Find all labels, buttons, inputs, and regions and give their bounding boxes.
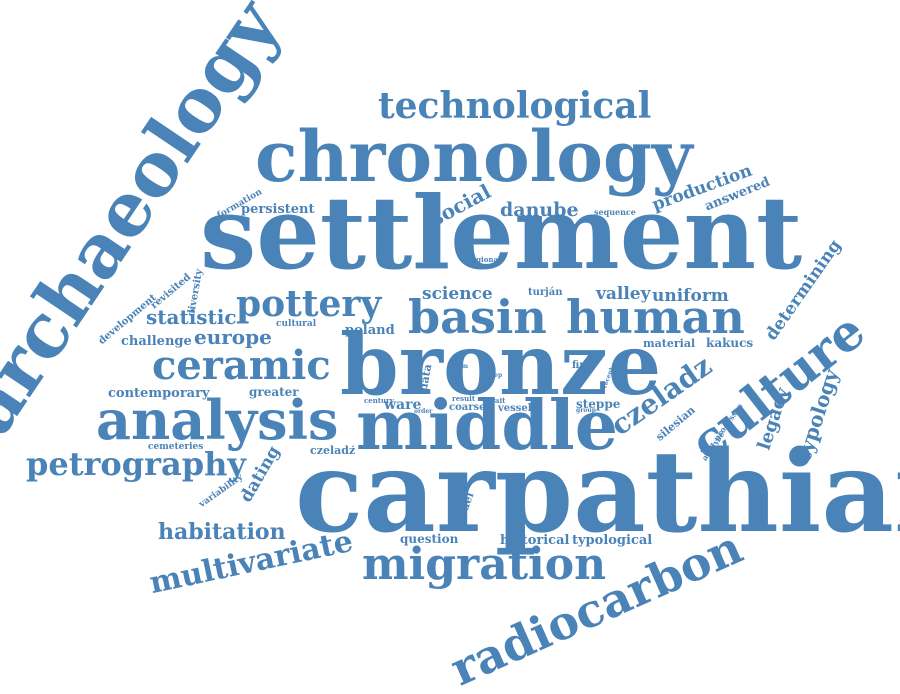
word-step: step — [488, 372, 503, 379]
word-cemeteries: cemeteries — [148, 442, 204, 452]
word-trait: trait — [488, 396, 506, 405]
word-petrography: petrography — [26, 445, 246, 483]
word-middle: middle — [356, 386, 618, 466]
word-danube: danube — [500, 199, 579, 221]
word-result: result — [452, 394, 476, 403]
word-regional: regional — [468, 255, 501, 264]
word-turján: turján — [528, 287, 563, 298]
word-basin: basin — [408, 290, 547, 344]
word-historical: historical — [500, 533, 570, 548]
word-fine: fine — [572, 360, 593, 371]
word-vessel: vessel — [498, 403, 532, 414]
word-form: form — [452, 363, 469, 370]
word-analysis: analysis — [96, 388, 339, 452]
word-human: human — [566, 290, 745, 344]
word-kakucs: kakucs — [706, 336, 754, 350]
word-material: material — [643, 337, 696, 350]
word-persistent: persistent — [241, 202, 315, 217]
word-settlement: settlement — [200, 174, 803, 292]
word-migration: migration — [362, 539, 607, 590]
word-typological: typological — [572, 533, 653, 548]
word-sequence: sequence — [594, 207, 636, 217]
word-valley: valley — [596, 284, 651, 304]
word-coarse: coarse — [449, 402, 486, 413]
word-uniform: uniform — [652, 286, 729, 306]
word-challenge: challenge — [121, 334, 192, 349]
word-greater: greater — [249, 385, 299, 399]
word-question: question — [400, 532, 459, 546]
word-carpathian: carpathian — [295, 427, 900, 558]
word-habitation: habitation — [158, 519, 286, 545]
word-poland: poland — [345, 323, 395, 338]
word-ware: ware — [384, 397, 422, 413]
word-contemporary: contemporary — [108, 386, 210, 401]
word-europe: europe — [194, 325, 272, 349]
word-czeladź: czeladź — [310, 444, 356, 457]
word-steppe: steppe — [576, 397, 621, 411]
word-order: order — [414, 408, 433, 415]
word-century: century — [364, 396, 394, 405]
word-ceramic: ceramic — [152, 342, 331, 389]
word-chronology: chronology — [255, 115, 693, 198]
word-cultural: cultural — [276, 319, 317, 329]
word-bronze: bronze — [340, 315, 662, 414]
word-pottery: pottery — [236, 283, 382, 325]
word-science: science — [422, 284, 493, 304]
word-group: group — [576, 407, 596, 414]
word-statistic: statistic — [146, 305, 237, 329]
word-technological: technological — [378, 85, 652, 127]
